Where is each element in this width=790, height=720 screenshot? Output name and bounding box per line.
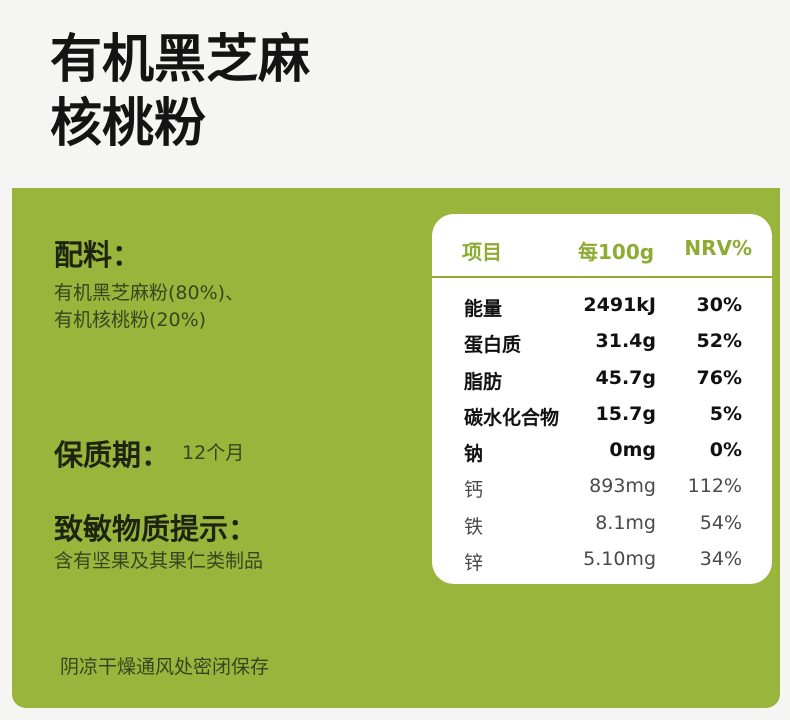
header-nrv: NRV% xyxy=(684,236,752,260)
table-row: 铁 8.1mg 54% xyxy=(432,506,772,542)
nutrition-table: 项目 每100g NRV% 能量 2491kJ 30% 蛋白质 31.4g 52… xyxy=(432,214,772,584)
nutrient-nrv: 30% xyxy=(696,294,742,316)
ingredients-text: 有机黑芝麻粉(80%)、 有机核桃粉(20%) xyxy=(54,280,244,334)
product-title: 有机黑芝麻 核桃粉 xyxy=(50,28,310,156)
shelf-life-row: 保质期： 12个月 xyxy=(54,432,244,474)
allergen-text: 含有坚果及其果仁类制品 xyxy=(54,550,264,572)
nutrient-name: 钠 xyxy=(464,443,484,466)
table-row: 能量 2491kJ 30% xyxy=(432,288,772,324)
nutrient-nrv: 76% xyxy=(696,366,742,389)
nutrient-value: 15.7g xyxy=(595,402,656,425)
allergen-label: 致敏物质提示： xyxy=(54,512,258,546)
nutrient-name: 锌 xyxy=(464,552,484,575)
nutrient-name: 能量 xyxy=(464,298,503,320)
nutrient-value: 45.7g xyxy=(595,366,656,389)
nutrient-nrv: 34% xyxy=(699,548,742,571)
nutrient-value: 8.1mg xyxy=(595,511,656,534)
ingredients-label: 配料： xyxy=(54,238,142,272)
header-divider xyxy=(432,276,772,278)
product-title-line1: 有机黑芝麻 xyxy=(50,30,311,90)
table-row: 钙 893mg 112% xyxy=(432,469,772,505)
product-title-line2: 核桃粉 xyxy=(50,94,207,154)
table-row: 锌 5.10mg 34% xyxy=(432,542,772,578)
info-panel: 配料： 有机黑芝麻粉(80%)、 有机核桃粉(20%) 保质期： 12个月 致敏… xyxy=(12,188,780,708)
shelf-life-label: 保质期： xyxy=(54,438,171,472)
header-item: 项目 xyxy=(462,240,502,264)
nutrient-nrv: 5% xyxy=(709,402,742,425)
header-per100g: 每100g xyxy=(578,240,655,264)
nutrient-name: 蛋白质 xyxy=(464,334,522,357)
ingredients-line1: 有机黑芝麻粉(80%)、 xyxy=(54,282,245,304)
nutrient-nrv: 0% xyxy=(709,439,742,462)
table-row: 脂肪 45.7g 76% xyxy=(432,361,772,397)
nutrient-value: 893mg xyxy=(589,475,656,498)
nutrient-name: 铁 xyxy=(464,515,484,538)
ingredients-line2: 有机核桃粉(20%) xyxy=(54,309,207,331)
nutrient-value: 31.4g xyxy=(595,330,656,353)
shelf-life-value: 12个月 xyxy=(182,441,245,464)
nutrient-nrv: 54% xyxy=(699,511,742,534)
nutrition-rows: 能量 2491kJ 30% 蛋白质 31.4g 52% 脂肪 45.7g 76%… xyxy=(432,288,772,578)
nutrient-value: 2491kJ xyxy=(583,294,656,316)
nutrient-value: 0mg xyxy=(609,439,656,462)
table-row: 钠 0mg 0% xyxy=(432,433,772,469)
nutrient-nrv: 112% xyxy=(687,475,742,498)
nutrient-name: 钙 xyxy=(464,479,484,502)
nutrient-name: 脂肪 xyxy=(464,370,503,393)
nutrient-value: 5.10mg xyxy=(583,548,656,571)
nutrient-nrv: 52% xyxy=(696,330,742,353)
nutrient-name: 碳水化合物 xyxy=(464,406,560,429)
table-row: 蛋白质 31.4g 52% xyxy=(432,324,772,360)
table-row: 碳水化合物 15.7g 5% xyxy=(432,397,772,433)
storage-text: 阴凉干燥通风处密闭保存 xyxy=(60,656,270,678)
